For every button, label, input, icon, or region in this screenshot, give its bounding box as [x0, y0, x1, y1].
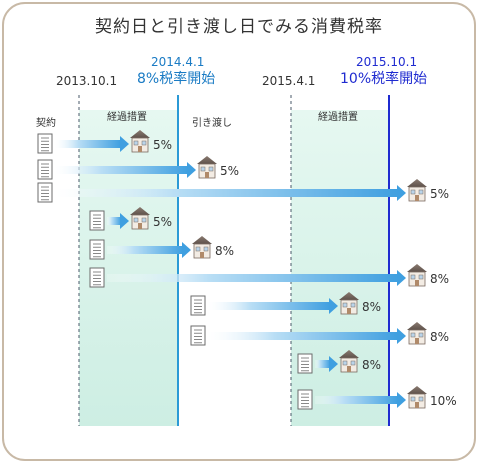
house-icon — [197, 156, 217, 179]
house-icon — [407, 179, 427, 202]
date-2015-4-1: 2015.4.1 — [262, 74, 316, 88]
timeline-row — [89, 236, 212, 260]
tax-rate-label: 5% — [153, 138, 173, 152]
house-icon — [339, 350, 359, 373]
delivery-arrow — [55, 162, 196, 178]
tax-rate-label: 5% — [430, 187, 450, 201]
tax-rate-label: 5% — [220, 164, 240, 178]
tax-rate-label: 8% — [430, 272, 450, 286]
tax-rate-label: 8% — [215, 244, 235, 258]
delivery-arrow — [315, 356, 338, 372]
delivery-arrow — [55, 185, 406, 201]
house-icon — [130, 207, 150, 230]
date-2014-4-1: 2014.4.1 — [151, 55, 205, 69]
contract-document-icon — [190, 325, 206, 346]
event-10pct-start: 10%税率開始 — [340, 71, 428, 87]
timeline-row — [190, 322, 427, 346]
house-icon — [407, 386, 427, 409]
delivery-arrow — [315, 392, 406, 408]
timeline-row — [89, 264, 427, 288]
house-icon — [130, 130, 150, 153]
zone-label-transition-1: 経過措置 — [107, 112, 147, 123]
contract-document-icon — [89, 210, 105, 231]
contract-document-icon — [37, 182, 53, 203]
timeline-row — [297, 386, 427, 410]
house-icon — [407, 322, 427, 345]
contract-document-icon — [297, 389, 313, 410]
timeline-row — [89, 207, 150, 231]
delivery-arrow — [107, 242, 191, 258]
timeline-row — [190, 292, 359, 316]
contract-document-icon — [89, 239, 105, 260]
tax-rate-label: 8% — [430, 330, 450, 344]
house-icon — [407, 264, 427, 287]
contract-document-icon — [297, 353, 313, 374]
diagram-title: 契約日と引き渡し日でみる消費税率 — [95, 17, 383, 37]
timeline-row — [37, 130, 150, 154]
delivery-arrow — [107, 213, 129, 229]
delivery-arrow — [208, 298, 338, 314]
zone-label-transition-2: 経過措置 — [318, 112, 358, 123]
tax-rate-label: 8% — [362, 300, 382, 314]
timeline-row — [37, 156, 217, 180]
contract-document-icon — [37, 159, 53, 180]
contract-document-icon — [37, 133, 53, 154]
contract-document-icon — [190, 295, 206, 316]
zone-label-delivery: 引き渡し — [192, 118, 232, 129]
delivery-arrow — [55, 136, 129, 152]
timeline-row — [37, 179, 427, 203]
tax-rate-label: 8% — [362, 358, 382, 372]
tax-rate-label: 5% — [153, 215, 173, 229]
delivery-arrow — [208, 328, 406, 344]
timeline-row — [297, 350, 359, 374]
contract-document-icon — [89, 267, 105, 288]
delivery-arrow — [107, 270, 406, 286]
date-2015-10-1: 2015.10.1 — [356, 55, 418, 69]
house-icon — [192, 236, 212, 259]
date-2013-10-1: 2013.10.1 — [56, 74, 118, 88]
transition-zone-2 — [291, 110, 389, 426]
zone-label-contract: 契約 — [36, 118, 56, 129]
event-8pct-start: 8%税率開始 — [137, 71, 216, 87]
tax-rate-label: 10% — [430, 394, 457, 408]
house-icon — [339, 292, 359, 315]
